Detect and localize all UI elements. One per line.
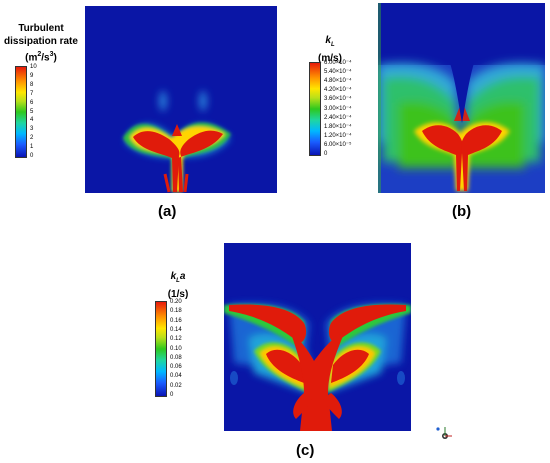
contour-plot-b — [378, 3, 545, 193]
contour-plot-c — [224, 243, 411, 431]
legend-title-a-line1: Turbulent — [18, 23, 64, 34]
legend-title-a-unit: (m2/s3) — [25, 51, 57, 64]
colorbar-tick-label: 0.20 — [170, 299, 182, 305]
colorbar-tick-label: 6.00×10⁻⁵ — [324, 141, 352, 148]
axis-triad-icon — [433, 423, 453, 443]
caption-b: (b) — [452, 203, 472, 220]
caption-c: (c) — [296, 442, 315, 459]
colorbar-tick-label: 0.04 — [170, 373, 182, 380]
legend-title-a-line2: dissipation rate — [4, 36, 78, 47]
colorbar-tick-label: 3.00×10⁻⁴ — [324, 105, 352, 112]
colorbar-tick-label: 1.80×10⁻⁴ — [324, 123, 352, 130]
colorbar-tick-label: 4.20×10⁻⁴ — [324, 87, 352, 94]
colorbar-tick-label: 7 — [30, 90, 34, 97]
colorbar-tick-label: 0.16 — [170, 317, 182, 324]
legend-title-b: kL (m/s) — [300, 34, 360, 65]
colorbar-a — [15, 66, 27, 158]
colorbar-tick-label: 0 — [170, 392, 174, 398]
colorbar-tick-label: 6.00×10⁻⁴ — [324, 60, 352, 66]
colorbar-tick-label: 0.12 — [170, 336, 182, 343]
colorbar-tick-label: 10 — [30, 64, 37, 70]
colorbar-tick-label: 0.08 — [170, 354, 182, 361]
colorbar-tick-label: 8 — [30, 81, 34, 88]
colorbar-b — [309, 62, 321, 156]
colorbar-tick-label: 5 — [30, 108, 34, 115]
colorbar-tick-label: 0.02 — [170, 382, 182, 389]
legend-title-a: Turbulent dissipation rate (m2/s3) — [2, 22, 80, 64]
colorbar-tick-label: 2 — [30, 135, 34, 142]
colorbar-tick-label: 1.20×10⁻⁴ — [324, 132, 352, 139]
colorbar-tick-label: 0.06 — [170, 364, 182, 371]
colorbar-tick-label: 0.18 — [170, 308, 182, 315]
caption-a: (a) — [158, 203, 177, 220]
colorbar-tick-label: 6 — [30, 99, 34, 106]
colorbar-tick-label: 0.14 — [170, 326, 182, 333]
colorbar-tick-label: 9 — [30, 72, 34, 79]
colorbar-tick-label: 1 — [30, 144, 34, 151]
colorbar-tick-label: 0 — [324, 151, 328, 157]
colorbar-tick-label: 3.60×10⁻⁴ — [324, 96, 352, 103]
legend-title-b-unit: (m/s) — [318, 53, 342, 64]
legend-title-c-unit: (1/s) — [167, 289, 189, 300]
colorbar-tick-label: 0 — [30, 153, 34, 159]
colorbar-tick-label: 2.40×10⁻⁴ — [324, 114, 352, 121]
colorbar-tick-label: 4.80×10⁻⁴ — [324, 78, 352, 85]
colorbar-c — [155, 301, 167, 397]
colorbar-tick-label: 0.10 — [170, 345, 182, 352]
colorbar-tick-label: 4 — [30, 117, 34, 124]
legend-title-c-line1: kLa — [170, 271, 186, 284]
legend-title-c: kLa (1/s) — [148, 270, 208, 301]
legend-title-b-line1: kL — [325, 35, 335, 48]
colorbar-tick-label: 3 — [30, 126, 34, 133]
contour-plot-a — [85, 6, 277, 193]
colorbar-tick-label: 5.40×10⁻⁴ — [324, 69, 352, 76]
